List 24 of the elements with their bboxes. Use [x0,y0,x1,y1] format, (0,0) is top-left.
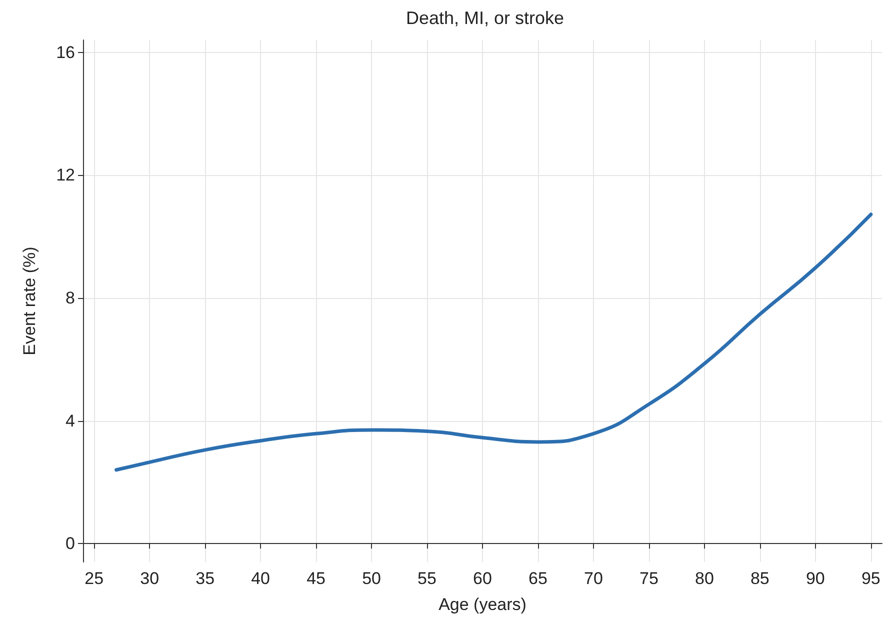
x-tick-label: 60 [473,569,492,588]
x-axis-title: Age (years) [438,595,526,614]
x-tick-label: 30 [140,569,160,588]
x-tick-label: 85 [750,569,770,588]
x-tick-label: 50 [362,569,381,588]
x-tick-label: 35 [196,569,215,588]
x-tick-label: 70 [584,569,603,588]
x-tick-label: 90 [806,569,825,588]
x-tick-label: 95 [861,569,880,588]
chart-title: Death, MI, or stroke [406,8,564,28]
y-tick-label: 4 [66,411,75,430]
x-tick-label: 65 [528,569,548,588]
x-tick-label: 80 [694,569,714,588]
x-tick-label: 40 [251,569,270,588]
x-tick-label: 55 [418,569,436,588]
x-tick-label: 45 [306,569,326,588]
y-axis-title: Event rate (%) [20,246,39,356]
y-tick-label: 8 [66,288,75,308]
y-tick-label: 12 [56,166,75,185]
y-tick-label: 16 [56,42,75,62]
x-tick-label: 25 [84,569,104,588]
y-tick-label: 0 [66,534,75,554]
x-tick-label: 75 [639,569,658,588]
line-series [114,212,873,472]
